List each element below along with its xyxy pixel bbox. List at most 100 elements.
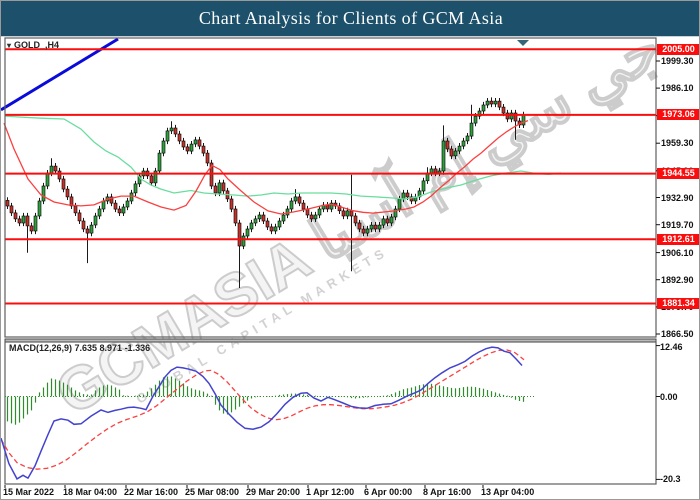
window-title: Chart Analysis for Clients of GCM Asia	[198, 8, 504, 28]
time-axis-label: 13 Apr 04:00	[481, 487, 535, 497]
candle-body	[113, 202, 118, 210]
candle-body	[397, 198, 402, 210]
candle-body	[257, 214, 262, 220]
candle-body	[185, 146, 190, 152]
candle-body	[269, 226, 274, 232]
macd-axis-label: 0.00	[660, 392, 678, 402]
main-pane-border	[4, 37, 657, 338]
candle-body	[461, 140, 466, 147]
time-axis-label: 29 Mar 20:00	[246, 487, 301, 497]
ma-red-line	[3, 119, 529, 215]
time-axis-label: 15 Mar 2022	[3, 487, 55, 497]
candle-body	[133, 183, 138, 194]
price-axis[interactable]	[657, 38, 699, 484]
macd-axis-label: -20.3	[660, 474, 681, 484]
candle-body	[277, 220, 282, 228]
candle-body	[297, 196, 302, 204]
candle-body	[149, 175, 154, 184]
candle-body	[193, 139, 198, 145]
candle-body	[253, 218, 258, 224]
candle-body	[405, 192, 410, 198]
candle-body	[217, 182, 222, 194]
candle-body	[9, 205, 14, 214]
candle-body	[513, 112, 518, 122]
candle-body	[505, 112, 510, 120]
candle-body	[453, 150, 458, 157]
price-level-badge: 1881.34	[657, 298, 699, 309]
candle-body	[45, 172, 50, 187]
candle-body	[473, 115, 478, 124]
candle-body	[161, 140, 166, 154]
candle-body	[389, 216, 394, 224]
candle-body	[265, 220, 270, 228]
candle-body	[53, 165, 58, 172]
candle-body	[441, 140, 446, 172]
candle-body	[61, 178, 66, 190]
candle-body	[289, 200, 294, 210]
candle-body	[233, 208, 238, 224]
candle-body	[125, 200, 130, 208]
price-level-badge: 1973.06	[657, 109, 699, 120]
candle-body	[465, 135, 470, 142]
candle-body	[301, 202, 306, 210]
title-bar[interactable]: Chart Analysis for Clients of GCM Asia	[1, 1, 699, 37]
candle-body	[313, 214, 318, 220]
candle-body	[121, 206, 126, 214]
candle-body	[197, 139, 202, 147]
candle-body	[21, 215, 26, 224]
candle-body	[273, 226, 278, 232]
candle-body	[281, 214, 286, 222]
candle-body	[381, 218, 386, 226]
candle-body	[445, 140, 450, 150]
candle-body	[13, 212, 18, 220]
candle-body	[189, 143, 194, 152]
candle-body	[337, 205, 342, 212]
macd-indicator-label: MACD(12,26,9) 7.635 8.971 -1.336	[9, 343, 151, 353]
price-axis-label: 1999.30	[661, 56, 694, 66]
candle-body	[293, 196, 298, 202]
candle-body	[369, 224, 374, 230]
candle-body	[213, 185, 218, 194]
candle-body	[285, 208, 290, 216]
candle-body	[241, 235, 246, 247]
trend-line[interactable]	[1, 37, 119, 112]
candle-body	[85, 228, 90, 234]
candles	[5, 97, 526, 288]
candle-body	[393, 208, 398, 218]
candle-body	[201, 145, 206, 154]
candle-body	[357, 222, 362, 230]
candle-body	[385, 218, 390, 224]
candle-body	[477, 110, 482, 117]
candle-body	[129, 192, 134, 202]
candle-body	[97, 208, 102, 217]
candle-body	[497, 100, 502, 108]
candle-body	[361, 228, 366, 234]
candle-body	[401, 192, 406, 200]
candle-body	[309, 214, 314, 220]
macd-histogram	[6, 376, 525, 425]
candle-body	[117, 208, 122, 214]
time-axis[interactable]	[1, 485, 657, 499]
candle-body	[261, 214, 266, 222]
symbol-label: ▾ GOLD_,H4	[7, 40, 59, 50]
candle-body	[325, 204, 330, 210]
candle-body	[489, 100, 494, 105]
candle-body	[65, 188, 70, 198]
collapse-icon[interactable]: ▾	[7, 40, 12, 50]
candle-body	[73, 205, 78, 214]
time-axis-label: 1 Apr 12:00	[306, 487, 355, 497]
time-axis-label: 8 Apr 16:00	[423, 487, 472, 497]
candle-body	[165, 130, 170, 142]
candle-body	[349, 210, 354, 217]
candle-body	[169, 127, 174, 132]
candle-body	[249, 222, 254, 230]
candle-body	[49, 165, 54, 174]
candle-body	[77, 212, 82, 222]
candle-body	[109, 196, 114, 204]
macd-pane-border	[4, 341, 657, 485]
candle-body	[485, 100, 490, 106]
candle-body	[237, 222, 242, 247]
candle-body	[341, 210, 346, 217]
price-axis-label: 1986.10	[661, 83, 694, 93]
